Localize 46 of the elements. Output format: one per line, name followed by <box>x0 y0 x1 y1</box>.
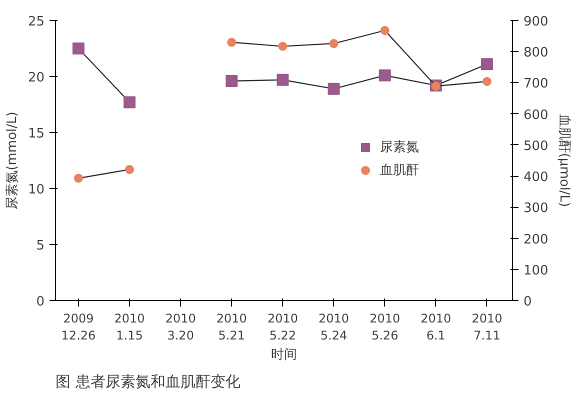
text: 图 患者尿素氮和血肌酐变化 <box>56 372 240 390</box>
point <box>124 96 136 108</box>
y2-axis-title: 血肌酐(μmol/L) <box>556 114 572 208</box>
point <box>482 76 492 86</box>
y-axis-title: 尿素氮(mmol/L) <box>4 112 20 210</box>
x-tick-label: 2010 5.22 <box>267 312 298 342</box>
y-tick-label: 15 <box>28 126 45 142</box>
legend-label: 尿素氮 <box>380 139 419 156</box>
point <box>480 58 493 70</box>
y2-tick-label: 0 <box>524 294 532 310</box>
point <box>328 82 340 95</box>
y2-tick-label: 200 <box>524 232 548 248</box>
x-tick-label: 2010 5.24 <box>318 312 350 342</box>
point <box>125 165 134 174</box>
y2-tick-label: 900 <box>524 14 548 30</box>
y2-tick-label: 500 <box>524 138 548 154</box>
y2-tick-label: 800 <box>524 46 548 61</box>
y-tick-label: 20 <box>28 70 45 86</box>
y-tick-label: 10 <box>28 182 45 198</box>
point <box>431 82 440 91</box>
y2-tick-label: 300 <box>524 201 548 216</box>
point <box>378 69 391 82</box>
x-tick-label: 2009 12.26 <box>61 312 96 342</box>
point <box>278 42 288 51</box>
point <box>329 39 338 48</box>
x-tick-label: 2010 5.26 <box>370 312 400 342</box>
y2-tick-label: 600 <box>524 108 548 123</box>
x-tick-label: 2010 3.20 <box>165 312 196 342</box>
y-tick-label: 0 <box>36 294 45 310</box>
y2-tick-label: 700 <box>524 76 548 92</box>
legend-label: 血肌酐 <box>380 162 419 179</box>
point <box>380 26 390 35</box>
point <box>227 38 236 47</box>
y2-tick-label: 100 <box>524 263 548 278</box>
point <box>226 74 238 87</box>
y-tick-label: 5 <box>36 238 45 254</box>
x-tick-label: 2010 5.21 <box>216 312 247 342</box>
x-axis-title: 时间 <box>271 347 297 362</box>
y2-tick-label: 400 <box>524 170 548 186</box>
point <box>74 174 83 183</box>
y-tick-label: 25 <box>28 14 45 30</box>
x-tick-label: 2010 6.1 <box>420 312 452 342</box>
point <box>72 42 84 54</box>
x-tick-label: 2010 1.15 <box>114 312 145 342</box>
x-tick-label: 2010 7.11 <box>472 312 502 342</box>
point <box>276 74 289 86</box>
